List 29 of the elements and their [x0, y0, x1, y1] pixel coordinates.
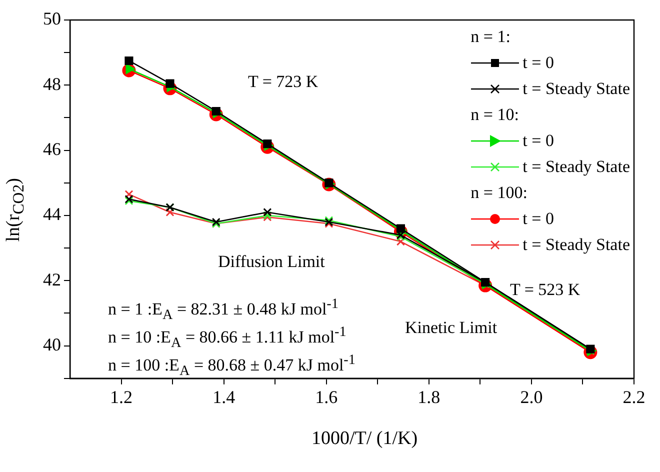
y-tick-label: 48	[43, 74, 61, 94]
y-tick-label: 46	[43, 139, 61, 160]
x-axis-title: 1000/T/ (1/K)	[310, 428, 419, 450]
annotation: T = 523 K	[510, 280, 580, 300]
annotation: n = 100 :E$_{A}$ = 80.68 ± 0.47 kJ mol$^{-1}$	[108, 352, 356, 380]
annotation: n = 100:	[470, 182, 528, 204]
x-tick-label: 1.6	[315, 386, 338, 407]
legend-label: t = 0	[522, 52, 554, 74]
legend-label: t = Steady State	[522, 156, 630, 178]
annotation: n = 10 :E$_{A}$ = 80.66 ± 1.11 kJ mol$^{-1}$	[108, 324, 346, 352]
annotation: Kinetic Limit	[405, 318, 498, 338]
x-tick-label: 1.4	[212, 386, 236, 407]
y-tick-label: 42	[43, 269, 61, 290]
legend-label: t = 0	[522, 130, 554, 152]
x-tick-label: 1.8	[418, 386, 440, 407]
legend-label: t = Steady State	[522, 234, 630, 256]
x-tick-label: 2.0	[520, 386, 543, 407]
y-tick-label: 40	[43, 334, 61, 355]
x-tick-label: 1.2	[110, 386, 133, 407]
annotation: n = 10:	[470, 104, 520, 126]
legend-label: t = 0	[522, 208, 554, 230]
annotation: T = 723 K	[248, 72, 318, 92]
annotation: n = 1 :E$_{A}$ = 82.31 ± 0.48 kJ mol$^{-1}$	[108, 296, 338, 324]
legend-label: t = Steady State	[522, 78, 630, 100]
y-tick-label: 50	[43, 8, 61, 29]
annotation: n = 1:	[470, 26, 512, 48]
y-tick-label: 44	[43, 204, 61, 224]
x-tick-label: 2.2	[622, 386, 646, 407]
annotation: Diffusion Limit	[218, 252, 325, 272]
